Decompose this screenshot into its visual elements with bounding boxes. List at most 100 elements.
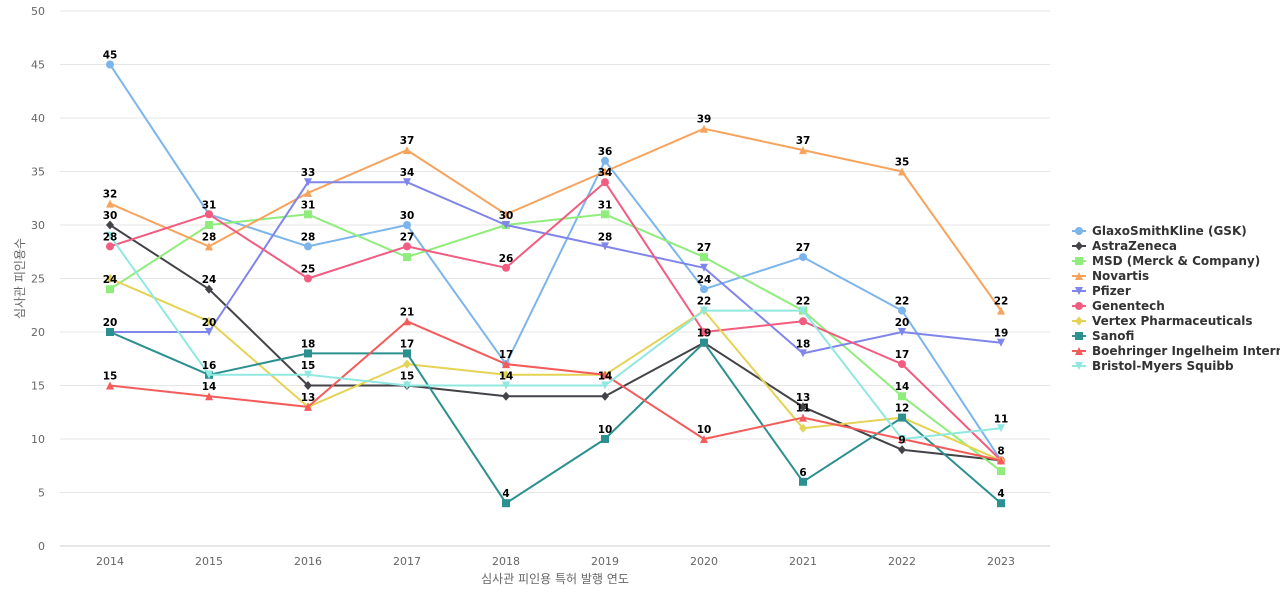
data-point[interactable] — [700, 306, 708, 315]
data-point[interactable] — [601, 167, 609, 176]
data-point[interactable] — [799, 423, 807, 433]
data-point[interactable] — [403, 178, 411, 187]
data-point[interactable] — [700, 285, 708, 294]
data-point[interactable] — [205, 316, 213, 326]
legend-marker[interactable] — [1075, 272, 1083, 280]
data-point[interactable] — [403, 317, 411, 326]
legend-marker[interactable] — [1075, 227, 1083, 235]
legend-item-msd-merck-company[interactable]: MSD (Merck & Company) — [1072, 254, 1260, 268]
data-point[interactable] — [898, 328, 906, 336]
data-point[interactable] — [106, 274, 114, 283]
data-point[interactable] — [997, 424, 1005, 433]
data-point[interactable] — [502, 370, 510, 380]
data-point[interactable] — [106, 231, 114, 240]
data-point[interactable] — [700, 124, 708, 133]
data-point[interactable] — [403, 221, 411, 229]
data-point[interactable] — [997, 499, 1005, 508]
data-point[interactable] — [205, 392, 213, 401]
data-point[interactable] — [502, 263, 510, 272]
data-point[interactable] — [700, 338, 708, 347]
series-line-glaxosmithkline-gsk[interactable] — [109, 63, 1002, 462]
legend-marker[interactable] — [1075, 287, 1083, 295]
data-point[interactable] — [403, 359, 411, 369]
data-point[interactable] — [601, 381, 609, 390]
data-point[interactable] — [106, 328, 114, 336]
data-point[interactable] — [898, 306, 906, 315]
legend-item-pfizer[interactable]: Pfizer — [1072, 284, 1131, 298]
data-point[interactable] — [106, 285, 114, 294]
data-point[interactable] — [106, 60, 114, 69]
data-point[interactable] — [997, 306, 1005, 315]
data-point[interactable] — [304, 402, 312, 411]
legend-marker[interactable] — [1075, 332, 1083, 340]
series-line-msd-merck-company[interactable] — [109, 213, 1002, 473]
legend-marker[interactable] — [1075, 302, 1083, 310]
legend-item-glaxosmithkline-gsk[interactable]: GlaxoSmithKline (GSK) — [1072, 224, 1247, 238]
data-point[interactable] — [601, 391, 609, 401]
data-point[interactable] — [304, 381, 312, 390]
legend-item-sanofi[interactable]: Sanofi — [1072, 329, 1134, 343]
data-point[interactable] — [997, 338, 1005, 347]
data-point[interactable] — [799, 253, 807, 262]
data-point[interactable] — [799, 349, 807, 358]
data-point[interactable] — [304, 370, 312, 379]
data-point[interactable] — [997, 467, 1005, 476]
legend-marker[interactable] — [1075, 347, 1083, 355]
data-point[interactable] — [502, 360, 510, 369]
data-point[interactable] — [205, 370, 213, 379]
data-point[interactable] — [898, 360, 906, 369]
data-point[interactable] — [304, 242, 312, 251]
legend-item-bristol-myers-squibb[interactable]: Bristol-Myers Squibb — [1072, 359, 1234, 373]
data-point[interactable] — [601, 178, 609, 187]
data-point[interactable] — [304, 188, 312, 197]
data-point[interactable] — [106, 199, 114, 208]
legend-item-genentech[interactable]: Genentech — [1072, 299, 1165, 313]
legend-marker[interactable] — [1075, 316, 1083, 326]
data-point[interactable] — [205, 242, 213, 251]
data-point[interactable] — [502, 381, 510, 390]
data-point[interactable] — [403, 146, 411, 155]
data-point[interactable] — [205, 328, 213, 336]
data-point[interactable] — [502, 210, 510, 219]
data-point[interactable] — [898, 413, 906, 422]
series-line-novartis[interactable] — [109, 127, 1002, 312]
data-point[interactable] — [304, 274, 312, 283]
data-point[interactable] — [502, 221, 510, 229]
data-point[interactable] — [502, 391, 510, 401]
series-line-pfizer[interactable] — [109, 181, 1002, 355]
data-point[interactable] — [799, 317, 807, 326]
data-point[interactable] — [898, 392, 906, 401]
data-point[interactable] — [601, 435, 609, 443]
data-point[interactable] — [700, 253, 708, 262]
data-point[interactable] — [403, 381, 411, 390]
data-point[interactable] — [403, 253, 411, 262]
data-point[interactable] — [403, 349, 411, 358]
data-point[interactable] — [403, 242, 411, 251]
legend-item-boehringer-ingelheim-intern[interactable]: Boehringer Ingelheim Intern... — [1072, 344, 1280, 358]
data-point[interactable] — [799, 306, 807, 315]
data-point[interactable] — [601, 210, 609, 219]
series-line-boehringer-ingelheim-intern[interactable] — [109, 320, 1002, 462]
data-point[interactable] — [898, 167, 906, 176]
series-line-sanofi[interactable] — [109, 331, 1002, 505]
data-point[interactable] — [106, 242, 114, 251]
legend-marker[interactable] — [1075, 257, 1083, 265]
data-point[interactable] — [304, 178, 312, 187]
data-point[interactable] — [304, 210, 312, 219]
series-line-bristol-myers-squibb[interactable] — [109, 234, 1002, 440]
data-point[interactable] — [205, 210, 213, 219]
data-point[interactable] — [106, 381, 114, 390]
data-point[interactable] — [304, 349, 312, 358]
legend-marker[interactable] — [1075, 362, 1083, 370]
data-point[interactable] — [601, 156, 609, 165]
data-point[interactable] — [106, 220, 114, 230]
data-point[interactable] — [205, 284, 213, 294]
data-point[interactable] — [700, 435, 708, 443]
data-point[interactable] — [205, 221, 213, 229]
data-point[interactable] — [601, 370, 609, 379]
data-point[interactable] — [601, 242, 609, 251]
legend-item-novartis[interactable]: Novartis — [1072, 269, 1149, 283]
legend-item-vertex-pharmaceuticals[interactable]: Vertex Pharmaceuticals — [1072, 314, 1253, 328]
data-point[interactable] — [898, 445, 906, 455]
legend-item-astrazeneca[interactable]: AstraZeneca — [1072, 239, 1177, 253]
